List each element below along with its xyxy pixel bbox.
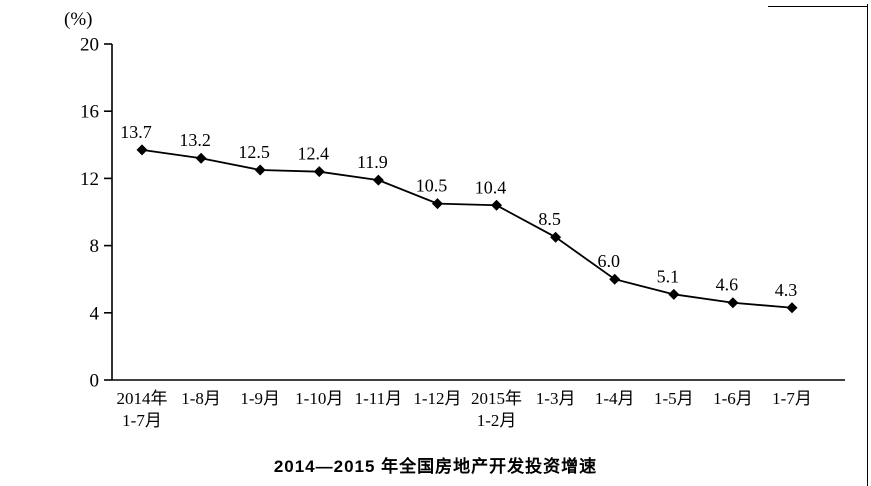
data-point-label: 6.0 — [597, 251, 620, 271]
data-point-marker — [491, 199, 503, 211]
x-axis-category-label: 1-4月 — [595, 389, 635, 408]
y-axis-tick-label: 0 — [90, 371, 100, 392]
data-line — [141, 148, 793, 309]
x-axis-category-label: 1-9月 — [240, 389, 280, 408]
data-point-label: 12.5 — [238, 142, 270, 162]
y-axis-tick-label: 16 — [80, 102, 99, 123]
data-point-label: 13.7 — [120, 122, 152, 142]
data-point-label: 8.5 — [538, 209, 561, 229]
data-point-marker — [668, 288, 680, 300]
data-point-marker — [609, 273, 621, 285]
x-axis-category-label: 1-11月 — [355, 389, 403, 408]
data-point-label: 10.5 — [416, 176, 448, 196]
x-axis-category-label: 1-5月 — [654, 389, 694, 408]
data-point-marker — [313, 166, 325, 178]
x-axis-category-label: 1-3月 — [536, 389, 576, 408]
data-point-label: 11.9 — [357, 152, 388, 172]
x-axis-category-label: 1-8月 — [181, 389, 221, 408]
chart-title: 2014—2015 年全国房地产开发投资增速 — [273, 457, 598, 476]
data-point-marker — [254, 164, 266, 176]
data-point-label: 4.3 — [775, 280, 798, 300]
data-point-label: 5.1 — [657, 266, 680, 286]
y-axis-tick-label: 8 — [90, 236, 100, 257]
data-point-label: 12.4 — [298, 144, 330, 164]
y-axis-tick-label: 4 — [90, 303, 100, 324]
data-point-label: 13.2 — [179, 130, 211, 150]
x-axis-category-label: 1-12月 — [413, 389, 461, 408]
data-point-marker — [431, 198, 443, 210]
x-axis-category-label: 1-7月 — [772, 389, 812, 408]
data-point-marker — [136, 144, 148, 156]
x-axis-category-label: 2015年 — [471, 389, 522, 408]
data-point-marker — [195, 152, 207, 164]
x-axis-category-label: 1-6月 — [713, 389, 753, 408]
frame-line-top — [768, 6, 868, 7]
y-axis-tick-label: 20 — [80, 35, 99, 56]
data-point-label: 4.6 — [716, 275, 739, 295]
frame-line-right — [867, 4, 868, 486]
data-point-marker — [550, 231, 562, 243]
data-point-marker — [372, 174, 384, 186]
y-axis-unit-label: (%) — [64, 9, 92, 30]
data-point-marker — [727, 297, 739, 309]
x-axis-category-label: 1-2月 — [477, 411, 517, 430]
y-axis-tick-label: 12 — [80, 169, 99, 190]
data-point-label: 10.4 — [475, 177, 507, 197]
x-axis-category-label: 2014年 — [117, 389, 168, 408]
data-point-marker — [786, 302, 798, 314]
x-axis-category-label: 1-10月 — [295, 389, 343, 408]
x-axis-category-label: 1-7月 — [122, 411, 162, 430]
